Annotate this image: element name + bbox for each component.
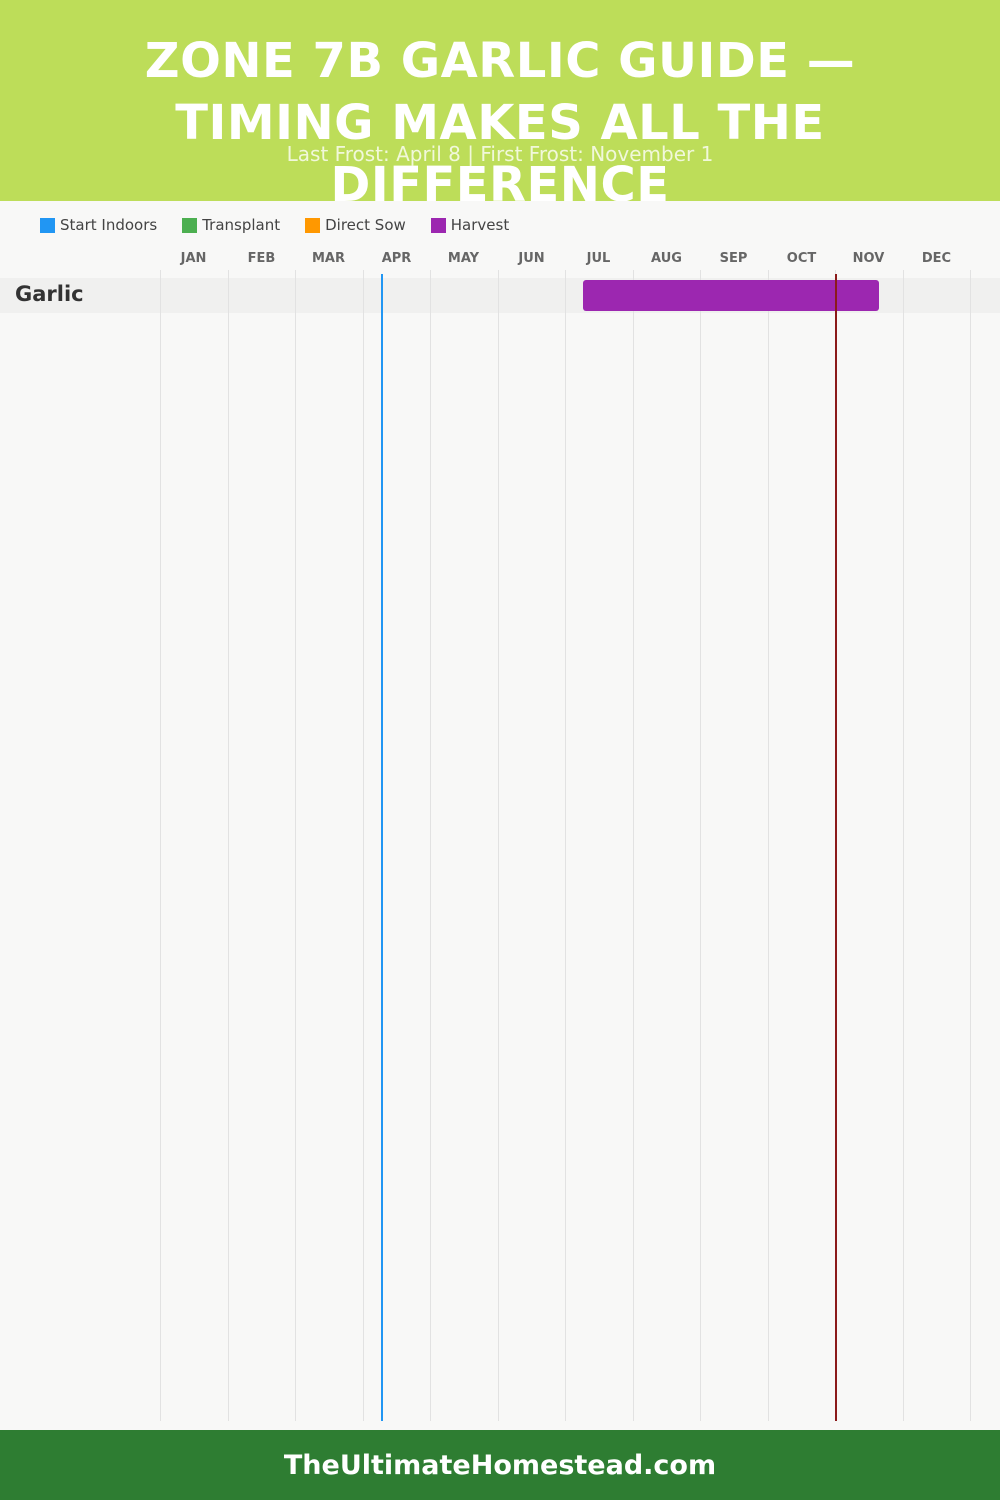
legend-swatch <box>305 217 321 233</box>
month-gridline <box>363 270 364 1421</box>
month-label: JUN <box>518 251 545 266</box>
last-frost-line <box>381 274 383 1421</box>
month-label: AUG <box>651 251 682 266</box>
page-title: ZONE 7B GARLIC GUIDE — TIMING MAKES ALL … <box>144 33 856 201</box>
month-gridline <box>768 270 769 1421</box>
month-gridline <box>565 270 566 1421</box>
legend-item-start-indoors: Start Indoors <box>40 216 157 234</box>
month-gridline <box>700 270 701 1421</box>
site-url: TheUltimateHomestead.com <box>283 1449 717 1481</box>
legend-swatch <box>182 217 198 233</box>
legend-label: Transplant <box>202 216 281 234</box>
month-label: OCT <box>786 251 817 266</box>
legend-label: Harvest <box>450 216 510 234</box>
month-gridline <box>970 270 971 1421</box>
footer-banner: TheUltimateHomestead.com <box>0 1430 1000 1500</box>
legend-item-harvest: Harvest <box>430 216 510 234</box>
month-gridline <box>160 270 161 1421</box>
legend-item-transplant: Transplant <box>182 216 280 234</box>
month-gridline <box>903 270 904 1421</box>
month-label: JUL <box>586 251 611 266</box>
month-label: APR <box>381 251 412 266</box>
crop-label: Garlic <box>15 282 84 306</box>
legend: Start Indoors Transplant Direct Sow Harv… <box>40 214 534 236</box>
first-frost-line <box>835 274 837 1421</box>
harvest-bar <box>583 280 879 311</box>
legend-item-direct-sow: Direct Sow <box>305 216 406 234</box>
month-gridline <box>228 270 229 1421</box>
month-label: MAR <box>311 251 345 266</box>
month-label: SEP <box>719 251 748 266</box>
month-label: JAN <box>180 251 207 266</box>
month-gridline <box>295 270 296 1421</box>
month-label: DEC <box>921 251 952 266</box>
month-label: FEB <box>247 251 276 266</box>
month-label: MAY <box>447 251 480 266</box>
frost-dates-subtitle: Last Frost: April 8 | First Frost: Novem… <box>286 142 714 166</box>
legend-label: Direct Sow <box>325 216 406 234</box>
header-banner: ZONE 7B GARLIC GUIDE — TIMING MAKES ALL … <box>0 0 1000 201</box>
legend-swatch <box>430 217 446 233</box>
month-gridline <box>498 270 499 1421</box>
legend-swatch <box>40 217 55 233</box>
legend-label: Start Indoors <box>60 216 158 234</box>
month-label: NOV <box>852 251 885 266</box>
month-gridline <box>633 270 634 1421</box>
month-gridline <box>430 270 431 1421</box>
